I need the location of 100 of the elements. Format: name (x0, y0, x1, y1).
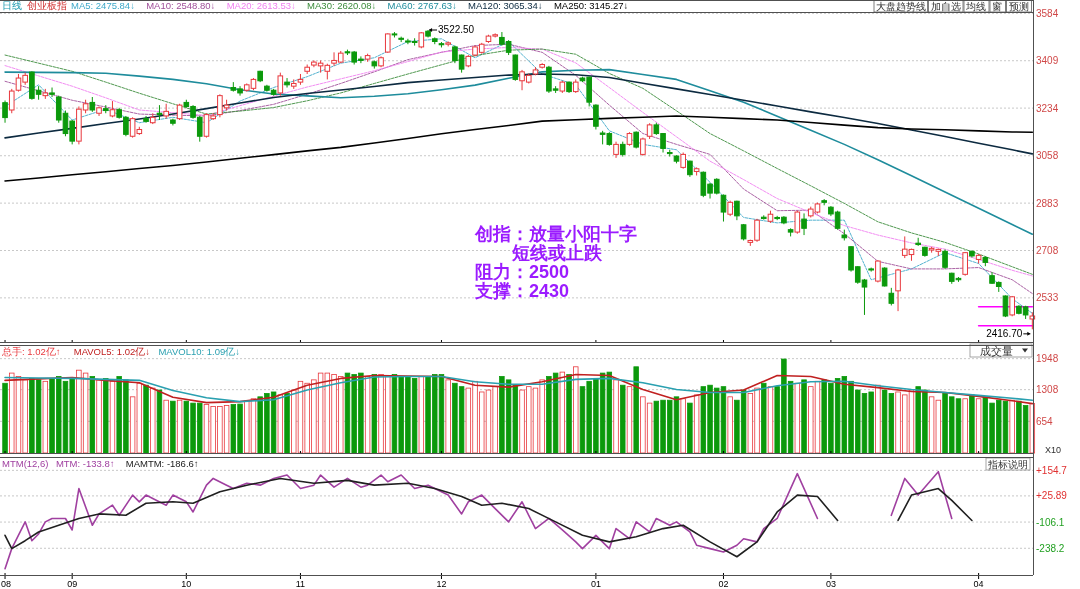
bar (1029, 403, 1036, 454)
bar (875, 384, 881, 454)
annotation: 支撑：2430 (474, 281, 570, 301)
bar (418, 376, 425, 454)
y-tick-label: 2708 (1036, 245, 1059, 256)
y-tick-label: 2883 (1036, 197, 1059, 209)
bar (559, 371, 566, 454)
x-tick-label: 11 (295, 579, 306, 589)
x-tick-label: 10 (181, 579, 192, 589)
bar (150, 387, 156, 454)
line-series (890, 470, 953, 520)
text: MA120: 3065.34↓ (468, 0, 543, 11)
text: MAMTM: -186.6↑ (125, 458, 199, 469)
bar (727, 396, 733, 454)
bar (445, 379, 451, 454)
x-tick-label: 04 (973, 579, 984, 589)
candlestick (593, 103, 599, 130)
bar (156, 389, 163, 454)
line-series (4, 115, 1034, 182)
bar (620, 384, 626, 454)
bar (176, 399, 183, 454)
bar (143, 384, 149, 454)
x-tick-label: 08 (0, 579, 12, 589)
candlestick (49, 87, 55, 98)
bar (371, 374, 378, 454)
dropdown: 成交量 (969, 343, 1033, 358)
bar (2, 382, 8, 454)
x-tick-label: 03 (825, 579, 836, 589)
chart-subtitle: 日线 (2, 0, 22, 11)
text: MA10: 2548.80↓ (146, 0, 216, 11)
y-tick-label: +154.7 (1036, 464, 1068, 476)
bar (103, 378, 109, 454)
y-tick-label: 1948 (1036, 353, 1059, 365)
series-label: 总手: 1.02亿↑ (1, 346, 61, 357)
chart-title: MTM(12,6) (2, 458, 49, 469)
annotation: 3522.50 (438, 24, 475, 35)
bar (633, 366, 639, 454)
annotation: 均线 (965, 1, 986, 12)
y-tick-label: 654 (1036, 415, 1054, 427)
bar (109, 380, 116, 454)
bar (163, 399, 169, 454)
bar (626, 386, 633, 454)
bar (284, 393, 290, 454)
bar (96, 379, 102, 454)
bar (801, 379, 807, 454)
annotation: 窗 (992, 1, 1002, 12)
y-tick-label: 3584 (1036, 7, 1059, 19)
line-series (4, 73, 1034, 155)
bar (1009, 399, 1015, 454)
bar (962, 398, 968, 454)
y-tick-label: 2533 (1036, 292, 1059, 304)
candlestick (384, 32, 391, 54)
y-tick-label: 3234 (1036, 102, 1059, 114)
candlestick (962, 251, 968, 277)
y-tick-label: 3058 (1036, 150, 1059, 162)
y-tick-label: +25.89 (1036, 490, 1068, 502)
x-tick-label: 12 (436, 579, 447, 589)
text: MA250: 3145.27↓ (553, 0, 629, 11)
annotation: 阻力：2500 (475, 262, 570, 282)
x-tick-label: 02 (718, 579, 729, 589)
bar (170, 400, 176, 454)
text: MAVOL10: 1.09亿↓ (158, 346, 241, 357)
text: MA30: 2620.08↓ (307, 0, 377, 11)
x-tick-label: 09 (67, 579, 78, 589)
candlestick (881, 266, 888, 287)
annotation: 创指：放量小阳十字 (474, 224, 637, 244)
candlestick (801, 212, 807, 236)
text: MA60: 2767.63↓ (387, 0, 457, 11)
bar (364, 376, 371, 454)
bar (975, 398, 982, 454)
y-tick-label: -238.2 (1036, 542, 1065, 554)
bar (761, 382, 767, 454)
y-tick-label: 1308 (1036, 384, 1059, 396)
text: MTM: -133.8↑ (55, 458, 115, 469)
candlestick (720, 193, 727, 223)
annotation: 成交量 (980, 345, 1013, 357)
annotation: 2416.70 (986, 328, 1023, 340)
bar (687, 402, 693, 454)
bar (613, 379, 619, 454)
text: X10 (1045, 445, 1062, 455)
bar (566, 374, 572, 454)
candlestick (277, 72, 284, 97)
annotation: 短线或止跌 (511, 243, 603, 263)
chart-title: 创业板指 (27, 0, 67, 11)
bar (42, 380, 49, 454)
bar (969, 394, 975, 454)
text: MA20: 2613.53↓ (226, 0, 296, 11)
bar (680, 398, 686, 454)
text: MA5: 2475.84↓ (71, 0, 135, 11)
line-series (897, 487, 973, 522)
bar (573, 366, 579, 454)
candlestick (284, 77, 290, 89)
candlestick (2, 100, 8, 124)
line-series (4, 477, 839, 558)
bar (693, 394, 700, 454)
bar (277, 394, 284, 454)
bar (794, 382, 801, 454)
y-tick-label: 3409 (1036, 55, 1059, 67)
candlestick (942, 248, 948, 270)
y-tick-label: -106.1 (1036, 516, 1065, 528)
